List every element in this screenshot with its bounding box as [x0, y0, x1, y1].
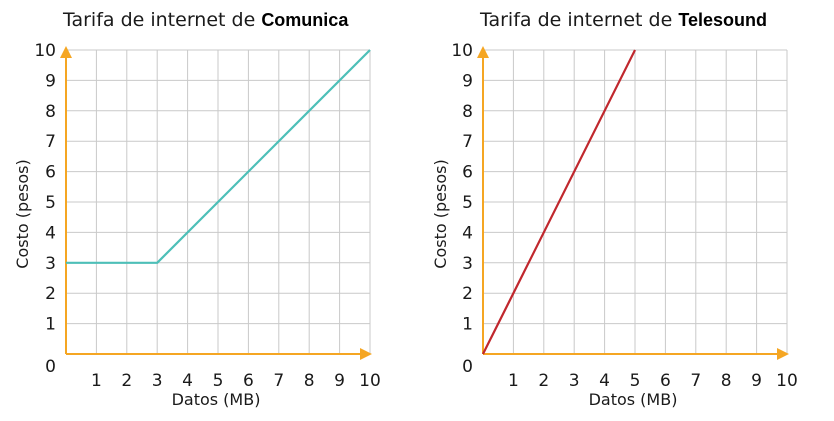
x-tick-label: 2	[121, 371, 132, 391]
x-tick-label: 6	[243, 371, 254, 391]
y-tick-label: 3	[462, 254, 473, 274]
x-tick-label: 7	[690, 371, 701, 391]
x-tick-label: 5	[630, 371, 641, 391]
x-tick-label: 6	[660, 371, 671, 391]
x-axis-arrow	[777, 348, 789, 360]
origin-label: 0	[45, 357, 56, 377]
y-axis-label: Costo (pesos)	[13, 159, 32, 268]
chart-title-prefix: Tarifa de internet de	[479, 9, 678, 31]
chart-title-name: Comunica	[261, 10, 349, 30]
y-tick-label: 1	[462, 315, 473, 335]
chart-title: Tarifa de internet de Telesound	[479, 9, 767, 31]
chart-title-name: Telesound	[678, 10, 767, 30]
x-tick-label: 1	[508, 371, 519, 391]
y-tick-label: 5	[45, 193, 56, 213]
x-tick-label: 8	[304, 371, 315, 391]
x-tick-label: 3	[569, 371, 580, 391]
series-line-1	[66, 49, 371, 264]
y-axis-label: Costo (pesos)	[431, 159, 450, 268]
y-tick-label: 8	[462, 102, 473, 122]
y-axis-arrow	[60, 46, 72, 58]
y-tick-label: 9	[45, 71, 56, 91]
chart-title: Tarifa de internet de Comunica	[62, 9, 349, 31]
x-axis-label: Datos (MB)	[172, 390, 261, 409]
x-tick-label: 4	[599, 371, 610, 391]
y-tick-label: 7	[462, 132, 473, 152]
y-tick-label: 5	[462, 193, 473, 213]
x-tick-label: 3	[152, 371, 163, 391]
y-tick-label: 4	[45, 223, 56, 243]
x-tick-label: 9	[751, 371, 762, 391]
y-tick-label: 4	[462, 223, 473, 243]
x-tick-label: 5	[213, 371, 224, 391]
series-line-1	[482, 49, 636, 355]
x-tick-label: 10	[776, 371, 798, 391]
x-tick-label: 9	[334, 371, 345, 391]
y-tick-label: 6	[45, 163, 56, 183]
y-tick-label: 2	[462, 284, 473, 304]
x-tick-label: 2	[538, 371, 549, 391]
y-tick-label: 10	[451, 41, 473, 61]
origin-label: 0	[462, 357, 473, 377]
y-tick-label: 10	[34, 41, 56, 61]
y-tick-label: 1	[45, 315, 56, 335]
axes	[60, 46, 372, 360]
y-tick-label: 6	[462, 163, 473, 183]
x-tick-label: 1	[91, 371, 102, 391]
y-tick-label: 3	[45, 254, 56, 274]
x-tick-label: 8	[721, 371, 732, 391]
y-tick-label: 7	[45, 132, 56, 152]
x-axis-arrow	[360, 348, 372, 360]
y-tick-label: 8	[45, 102, 56, 122]
y-tick-label: 9	[462, 71, 473, 91]
x-axis-label: Datos (MB)	[589, 390, 678, 409]
grid	[483, 49, 788, 354]
y-axis-arrow	[477, 46, 489, 58]
x-tick-label: 10	[359, 371, 381, 391]
grid	[66, 49, 371, 354]
axes	[477, 46, 789, 360]
x-tick-label: 7	[273, 371, 284, 391]
x-tick-label: 4	[182, 371, 193, 391]
chart-title-prefix: Tarifa de internet de	[62, 9, 261, 31]
y-tick-label: 2	[45, 284, 56, 304]
